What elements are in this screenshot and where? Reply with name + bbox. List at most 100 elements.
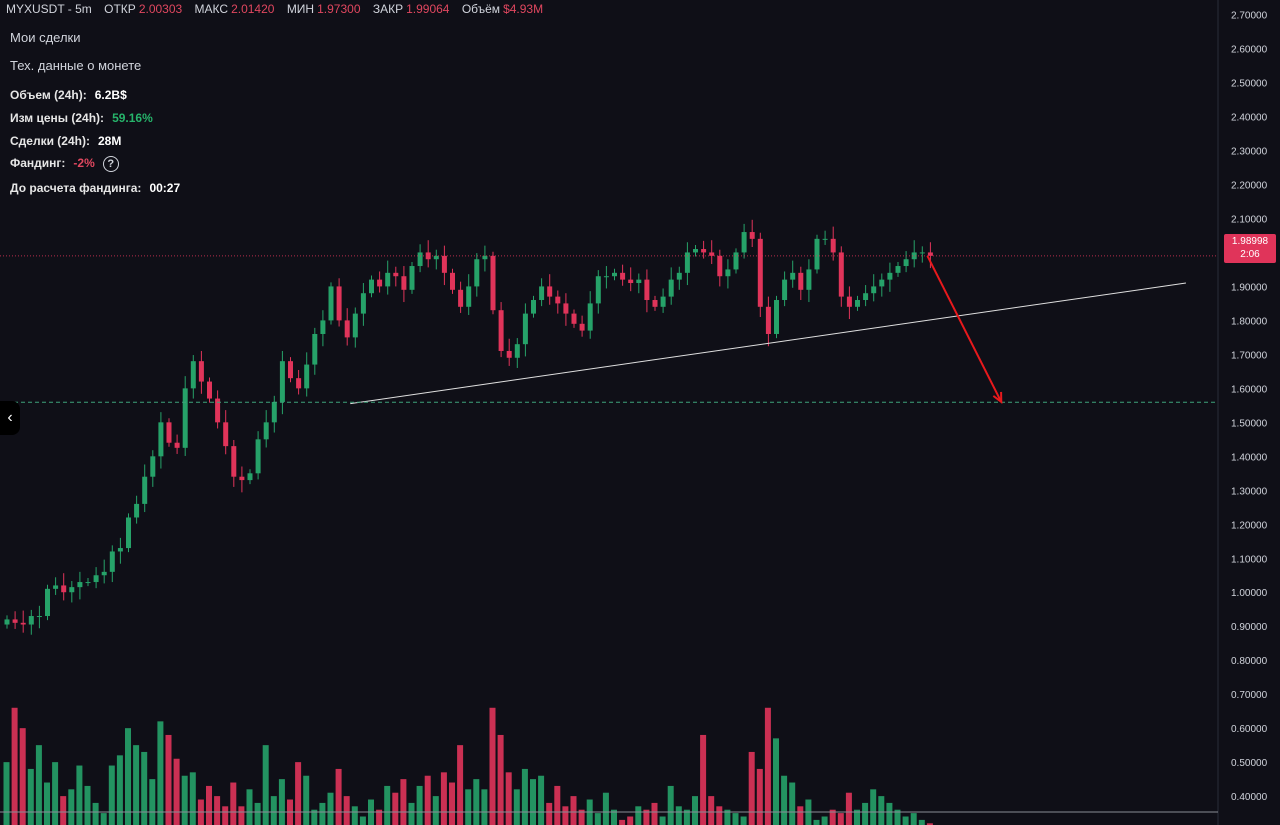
- volume-bar: [716, 806, 723, 825]
- volume-bar: [19, 728, 26, 825]
- y-tick-label: 1.50000: [1231, 418, 1268, 429]
- volume-bar: [886, 802, 893, 825]
- volume-bar: [894, 809, 901, 825]
- candle-countdown: 2:06: [1240, 249, 1260, 260]
- volume-bar: [538, 775, 545, 825]
- volume-bar: [667, 785, 674, 825]
- candle-body: [12, 619, 18, 623]
- volume-bar: [206, 785, 212, 825]
- candle-body: [782, 279, 788, 301]
- volume-bar: [141, 751, 148, 825]
- volume-bar: [359, 816, 366, 825]
- help-icon[interactable]: ?: [102, 156, 119, 172]
- volume-bar: [173, 758, 180, 825]
- candle-body: [369, 279, 374, 294]
- y-tick-label: 0.70000: [1231, 690, 1268, 701]
- candle-body: [863, 293, 869, 301]
- price-axis-background: [1218, 0, 1280, 825]
- volume-bar: [481, 789, 488, 825]
- volume-bar: [619, 819, 626, 825]
- volume-bar: [230, 782, 237, 825]
- volume-bar: [910, 813, 917, 825]
- volume-bar: [278, 779, 285, 825]
- candle-body: [717, 255, 723, 277]
- candle-body: [579, 323, 585, 331]
- y-tick-label: 1.30000: [1231, 486, 1268, 497]
- candle-body: [215, 398, 221, 423]
- candle-body: [174, 442, 180, 448]
- stat-volume-label: Объем (24h):: [10, 88, 87, 102]
- volume-bar: [554, 785, 561, 825]
- volume-bar: [76, 765, 83, 825]
- volume-bar: [400, 779, 407, 825]
- candle-body: [69, 587, 75, 593]
- high-value: 2.01420: [231, 2, 275, 16]
- candle-body: [126, 517, 131, 549]
- volume-bar: [546, 802, 553, 825]
- candle-body: [93, 575, 99, 583]
- y-tick-label: 0.80000: [1231, 656, 1268, 667]
- volume-bar: [189, 772, 196, 825]
- candle-body: [555, 296, 561, 304]
- candle-body: [77, 582, 83, 588]
- y-tick-label: 1.40000: [1231, 452, 1268, 463]
- projection-arrow-head: [992, 391, 1003, 405]
- candle-body: [4, 619, 10, 625]
- volume-bar: [351, 806, 358, 825]
- volume-bar: [821, 816, 828, 825]
- volume-bar: [100, 813, 107, 825]
- volume-bar: [489, 707, 496, 825]
- volume-bar: [602, 792, 609, 825]
- volume-bar: [214, 796, 221, 825]
- candle-body: [166, 422, 172, 443]
- candle-body: [271, 401, 277, 423]
- candle-body: [701, 249, 707, 253]
- volume-bar: [465, 789, 472, 825]
- stat-volume: Объем (24h): 6.2B$: [10, 88, 127, 102]
- volume-bar: [35, 745, 42, 825]
- candle-body: [927, 252, 933, 256]
- candle-body: [919, 252, 925, 254]
- volume-bar: [505, 772, 512, 825]
- candle-body: [587, 303, 593, 331]
- candle-body: [693, 249, 698, 253]
- collapse-panel-button[interactable]: ‹: [0, 401, 20, 435]
- coin-data-link[interactable]: Тех. данные о монете: [10, 58, 142, 73]
- volume-bar: [3, 762, 10, 825]
- volume-bar: [238, 806, 245, 825]
- y-tick-label: 2.60000: [1231, 45, 1268, 56]
- candle-body: [344, 320, 350, 338]
- volume-bars: [3, 707, 933, 825]
- candle-body: [441, 255, 447, 273]
- volume-bar: [165, 734, 172, 825]
- volume-bar: [84, 785, 91, 825]
- candle-body: [603, 276, 609, 278]
- candle-body: [765, 306, 771, 334]
- candle-body: [498, 310, 504, 351]
- candle-body: [628, 279, 634, 284]
- candle-body: [450, 272, 455, 290]
- symbol-label[interactable]: MYXUSDT - 5m: [6, 2, 92, 16]
- candle-body: [61, 585, 67, 593]
- stat-change-value: 59.16%: [112, 111, 153, 125]
- volume-bar: [432, 796, 439, 825]
- y-tick-label: 1.10000: [1231, 554, 1268, 565]
- candle-body: [652, 300, 658, 307]
- candle-body: [312, 333, 318, 365]
- volume-label: Объём: [461, 2, 501, 16]
- candle-body: [514, 344, 520, 358]
- volume-bar: [262, 745, 269, 825]
- candle-body: [20, 622, 26, 625]
- open-label: ОТКР: [104, 2, 136, 16]
- volume-bar: [246, 789, 253, 825]
- stat-funding-value: -2%: [73, 156, 95, 171]
- my-trades-link[interactable]: Мои сделки: [10, 30, 81, 45]
- candle-body: [158, 422, 164, 457]
- volume-bar: [327, 792, 334, 825]
- y-tick-label: 0.90000: [1231, 622, 1268, 633]
- low-value: 1.97300: [317, 2, 361, 16]
- candle-body: [733, 252, 739, 270]
- volume-bar: [870, 789, 877, 825]
- volume-bar: [408, 802, 415, 825]
